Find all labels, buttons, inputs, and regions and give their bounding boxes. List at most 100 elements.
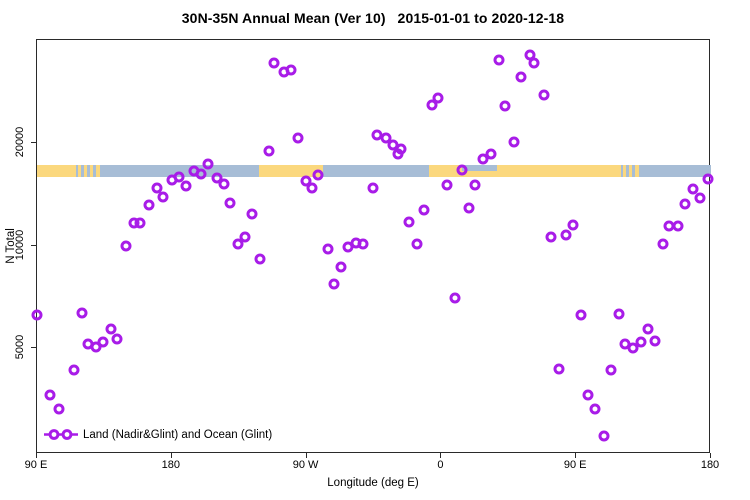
data-point [605, 364, 617, 376]
data-point [508, 136, 520, 148]
data-point [254, 253, 266, 265]
x-tick [170, 453, 172, 458]
data-point [538, 89, 550, 101]
data-point [211, 172, 223, 184]
data-point [441, 179, 453, 191]
data-point [134, 217, 146, 229]
y-tick-label: 10000 [14, 229, 26, 260]
data-point [143, 199, 155, 211]
data-point [403, 216, 415, 228]
data-point [151, 182, 163, 194]
data-point [268, 57, 280, 69]
data-point [202, 158, 214, 170]
data-point [679, 198, 691, 210]
data-point [575, 309, 587, 321]
x-tick [575, 453, 577, 458]
data-point [166, 174, 178, 186]
x-tick-label: 180 [700, 459, 720, 471]
x-tick-label: 0 [437, 459, 444, 471]
data-point [246, 208, 258, 220]
land-segment [90, 164, 94, 177]
data-point [598, 430, 610, 442]
data-point [545, 231, 557, 243]
x-tick-label: 90 W [292, 459, 319, 471]
data-point [418, 204, 430, 216]
data-point [493, 54, 505, 66]
data-point [218, 178, 230, 190]
data-point [589, 403, 601, 415]
data-point [649, 335, 661, 347]
data-point [335, 261, 347, 273]
y-tick-label: 5000 [14, 334, 26, 360]
data-point [694, 192, 706, 204]
data-point [627, 342, 639, 354]
plot-area: Land (Nadir&Glint) and Ocean (Glint) [31, 39, 714, 453]
world-map-band [37, 164, 711, 177]
land-segment [622, 164, 626, 177]
data-point [477, 153, 489, 165]
data-point [97, 336, 109, 348]
data-point [53, 403, 65, 415]
data-point [702, 173, 714, 185]
data-point [463, 202, 475, 214]
data-point [322, 243, 334, 255]
data-point [392, 148, 404, 160]
data-point [31, 309, 43, 321]
data-point [44, 389, 56, 401]
data-point [553, 363, 565, 375]
data-point [687, 183, 699, 195]
data-point [613, 308, 625, 320]
land-segment [78, 164, 82, 177]
x-tick-label: 90 E [24, 459, 48, 471]
x-tick [710, 453, 711, 458]
data-point [672, 220, 684, 232]
data-point [68, 364, 80, 376]
data-point [426, 99, 438, 111]
data-point [328, 278, 340, 290]
land-segment [258, 164, 324, 177]
data-point [111, 333, 123, 345]
data-point [469, 179, 481, 191]
data-point [411, 238, 423, 250]
data-point [224, 197, 236, 209]
data-point [312, 169, 324, 181]
data-point [232, 238, 244, 250]
data-point [292, 132, 304, 144]
data-point [499, 100, 511, 112]
x-axis-title: Longitude (deg E) [327, 477, 419, 489]
land-segment [84, 164, 88, 177]
land-segment [635, 164, 640, 177]
data-point [263, 145, 275, 157]
data-point [239, 231, 251, 243]
x-tick-label: 90 E [563, 459, 587, 471]
x-tick [305, 453, 307, 458]
data-point [105, 323, 117, 335]
data-point [195, 168, 207, 180]
data-point [567, 219, 579, 231]
data-point [300, 175, 312, 187]
data-point [380, 132, 392, 144]
land-segment [628, 164, 633, 177]
x-tick [440, 453, 442, 458]
data-point [157, 191, 169, 203]
legend-label: Land (Nadir&Glint) and Ocean (Glint) [83, 428, 273, 441]
land-segment [37, 164, 76, 177]
y-tick [31, 244, 36, 246]
x-tick-label: 180 [161, 459, 180, 471]
y-tick [31, 142, 36, 143]
data-point [180, 180, 192, 192]
legend-point-marker-icon [44, 429, 78, 440]
data-point [485, 148, 497, 160]
data-point [76, 307, 88, 319]
data-point [306, 182, 318, 194]
data-point [367, 182, 379, 194]
ocean-notch [462, 164, 497, 172]
data-point [582, 389, 594, 401]
data-point [560, 229, 572, 241]
chart-title: 30N-35N Annual Mean (Ver 10) 2015-01-01 … [181, 10, 565, 26]
data-point [657, 238, 669, 250]
legend: Land (Nadir&Glint) and Ocean (Glint) [43, 428, 272, 441]
data-point [642, 323, 654, 335]
y-tick-label: 20000 [14, 126, 26, 158]
